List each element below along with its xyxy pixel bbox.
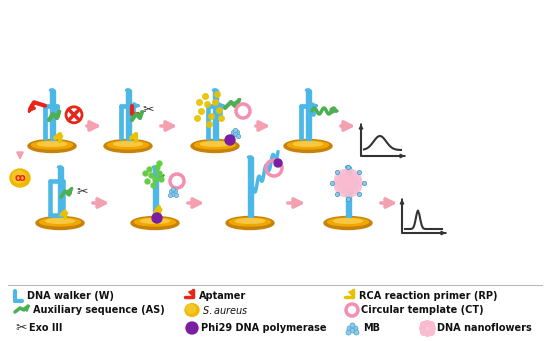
Circle shape: [335, 181, 346, 193]
Circle shape: [338, 170, 350, 182]
Ellipse shape: [212, 89, 217, 91]
Bar: [305, 90, 311, 142]
Bar: [212, 90, 217, 142]
Ellipse shape: [186, 305, 196, 313]
Text: Auxiliary sequence (AS): Auxiliary sequence (AS): [33, 305, 165, 315]
Bar: [248, 157, 252, 219]
Circle shape: [346, 184, 358, 196]
Text: ✂: ✂: [76, 185, 88, 199]
Ellipse shape: [226, 217, 274, 229]
Ellipse shape: [50, 89, 54, 91]
Ellipse shape: [235, 219, 265, 223]
Text: Phi29 DNA polymerase: Phi29 DNA polymerase: [201, 323, 327, 333]
Ellipse shape: [284, 139, 332, 152]
Circle shape: [334, 177, 345, 189]
Ellipse shape: [58, 166, 63, 168]
Text: $\it{S. aureus}$: $\it{S. aureus}$: [202, 304, 249, 316]
Ellipse shape: [334, 219, 362, 223]
Text: Exo III: Exo III: [29, 323, 62, 333]
Text: ✂: ✂: [15, 321, 26, 335]
Ellipse shape: [31, 141, 73, 149]
Ellipse shape: [125, 89, 130, 91]
Ellipse shape: [104, 139, 152, 152]
Circle shape: [186, 322, 198, 334]
Text: RCA reaction primer (RP): RCA reaction primer (RP): [359, 291, 498, 301]
Ellipse shape: [248, 156, 252, 158]
Text: DNA walker (W): DNA walker (W): [27, 291, 114, 301]
Bar: [50, 90, 54, 142]
Circle shape: [342, 186, 354, 197]
Ellipse shape: [345, 166, 350, 168]
Circle shape: [342, 168, 354, 181]
Ellipse shape: [131, 217, 179, 229]
Text: Circular template (CT): Circular template (CT): [361, 305, 483, 315]
Ellipse shape: [229, 218, 271, 226]
Circle shape: [349, 173, 361, 185]
Circle shape: [341, 176, 355, 190]
Circle shape: [335, 173, 346, 185]
Ellipse shape: [141, 219, 169, 223]
Ellipse shape: [46, 219, 74, 223]
Ellipse shape: [135, 218, 175, 226]
Circle shape: [152, 213, 162, 223]
Circle shape: [225, 135, 235, 145]
Circle shape: [349, 181, 361, 193]
Ellipse shape: [40, 218, 80, 226]
Bar: [125, 90, 130, 142]
Ellipse shape: [13, 171, 25, 183]
Text: ꝏ: ꝏ: [15, 173, 25, 183]
Bar: [152, 167, 157, 219]
Text: Aptamer: Aptamer: [199, 291, 246, 301]
Text: MB: MB: [363, 323, 380, 333]
Bar: [345, 167, 350, 219]
Ellipse shape: [328, 218, 369, 226]
Circle shape: [338, 184, 350, 196]
Ellipse shape: [195, 141, 235, 149]
Ellipse shape: [294, 142, 322, 146]
Ellipse shape: [324, 217, 372, 229]
Ellipse shape: [10, 169, 30, 187]
Ellipse shape: [305, 89, 311, 91]
Ellipse shape: [108, 141, 148, 149]
Circle shape: [420, 321, 434, 335]
Circle shape: [346, 170, 358, 182]
Text: DNA nanoflowers: DNA nanoflowers: [437, 323, 532, 333]
Circle shape: [274, 159, 282, 167]
Text: ✂: ✂: [142, 103, 154, 117]
Ellipse shape: [191, 139, 239, 152]
Ellipse shape: [28, 139, 76, 152]
Ellipse shape: [37, 142, 67, 146]
Circle shape: [350, 177, 362, 189]
Bar: [58, 167, 63, 219]
Ellipse shape: [152, 166, 157, 168]
Ellipse shape: [185, 304, 199, 316]
Circle shape: [66, 107, 82, 123]
Ellipse shape: [201, 142, 229, 146]
Ellipse shape: [114, 142, 142, 146]
Ellipse shape: [288, 141, 328, 149]
Ellipse shape: [36, 217, 84, 229]
